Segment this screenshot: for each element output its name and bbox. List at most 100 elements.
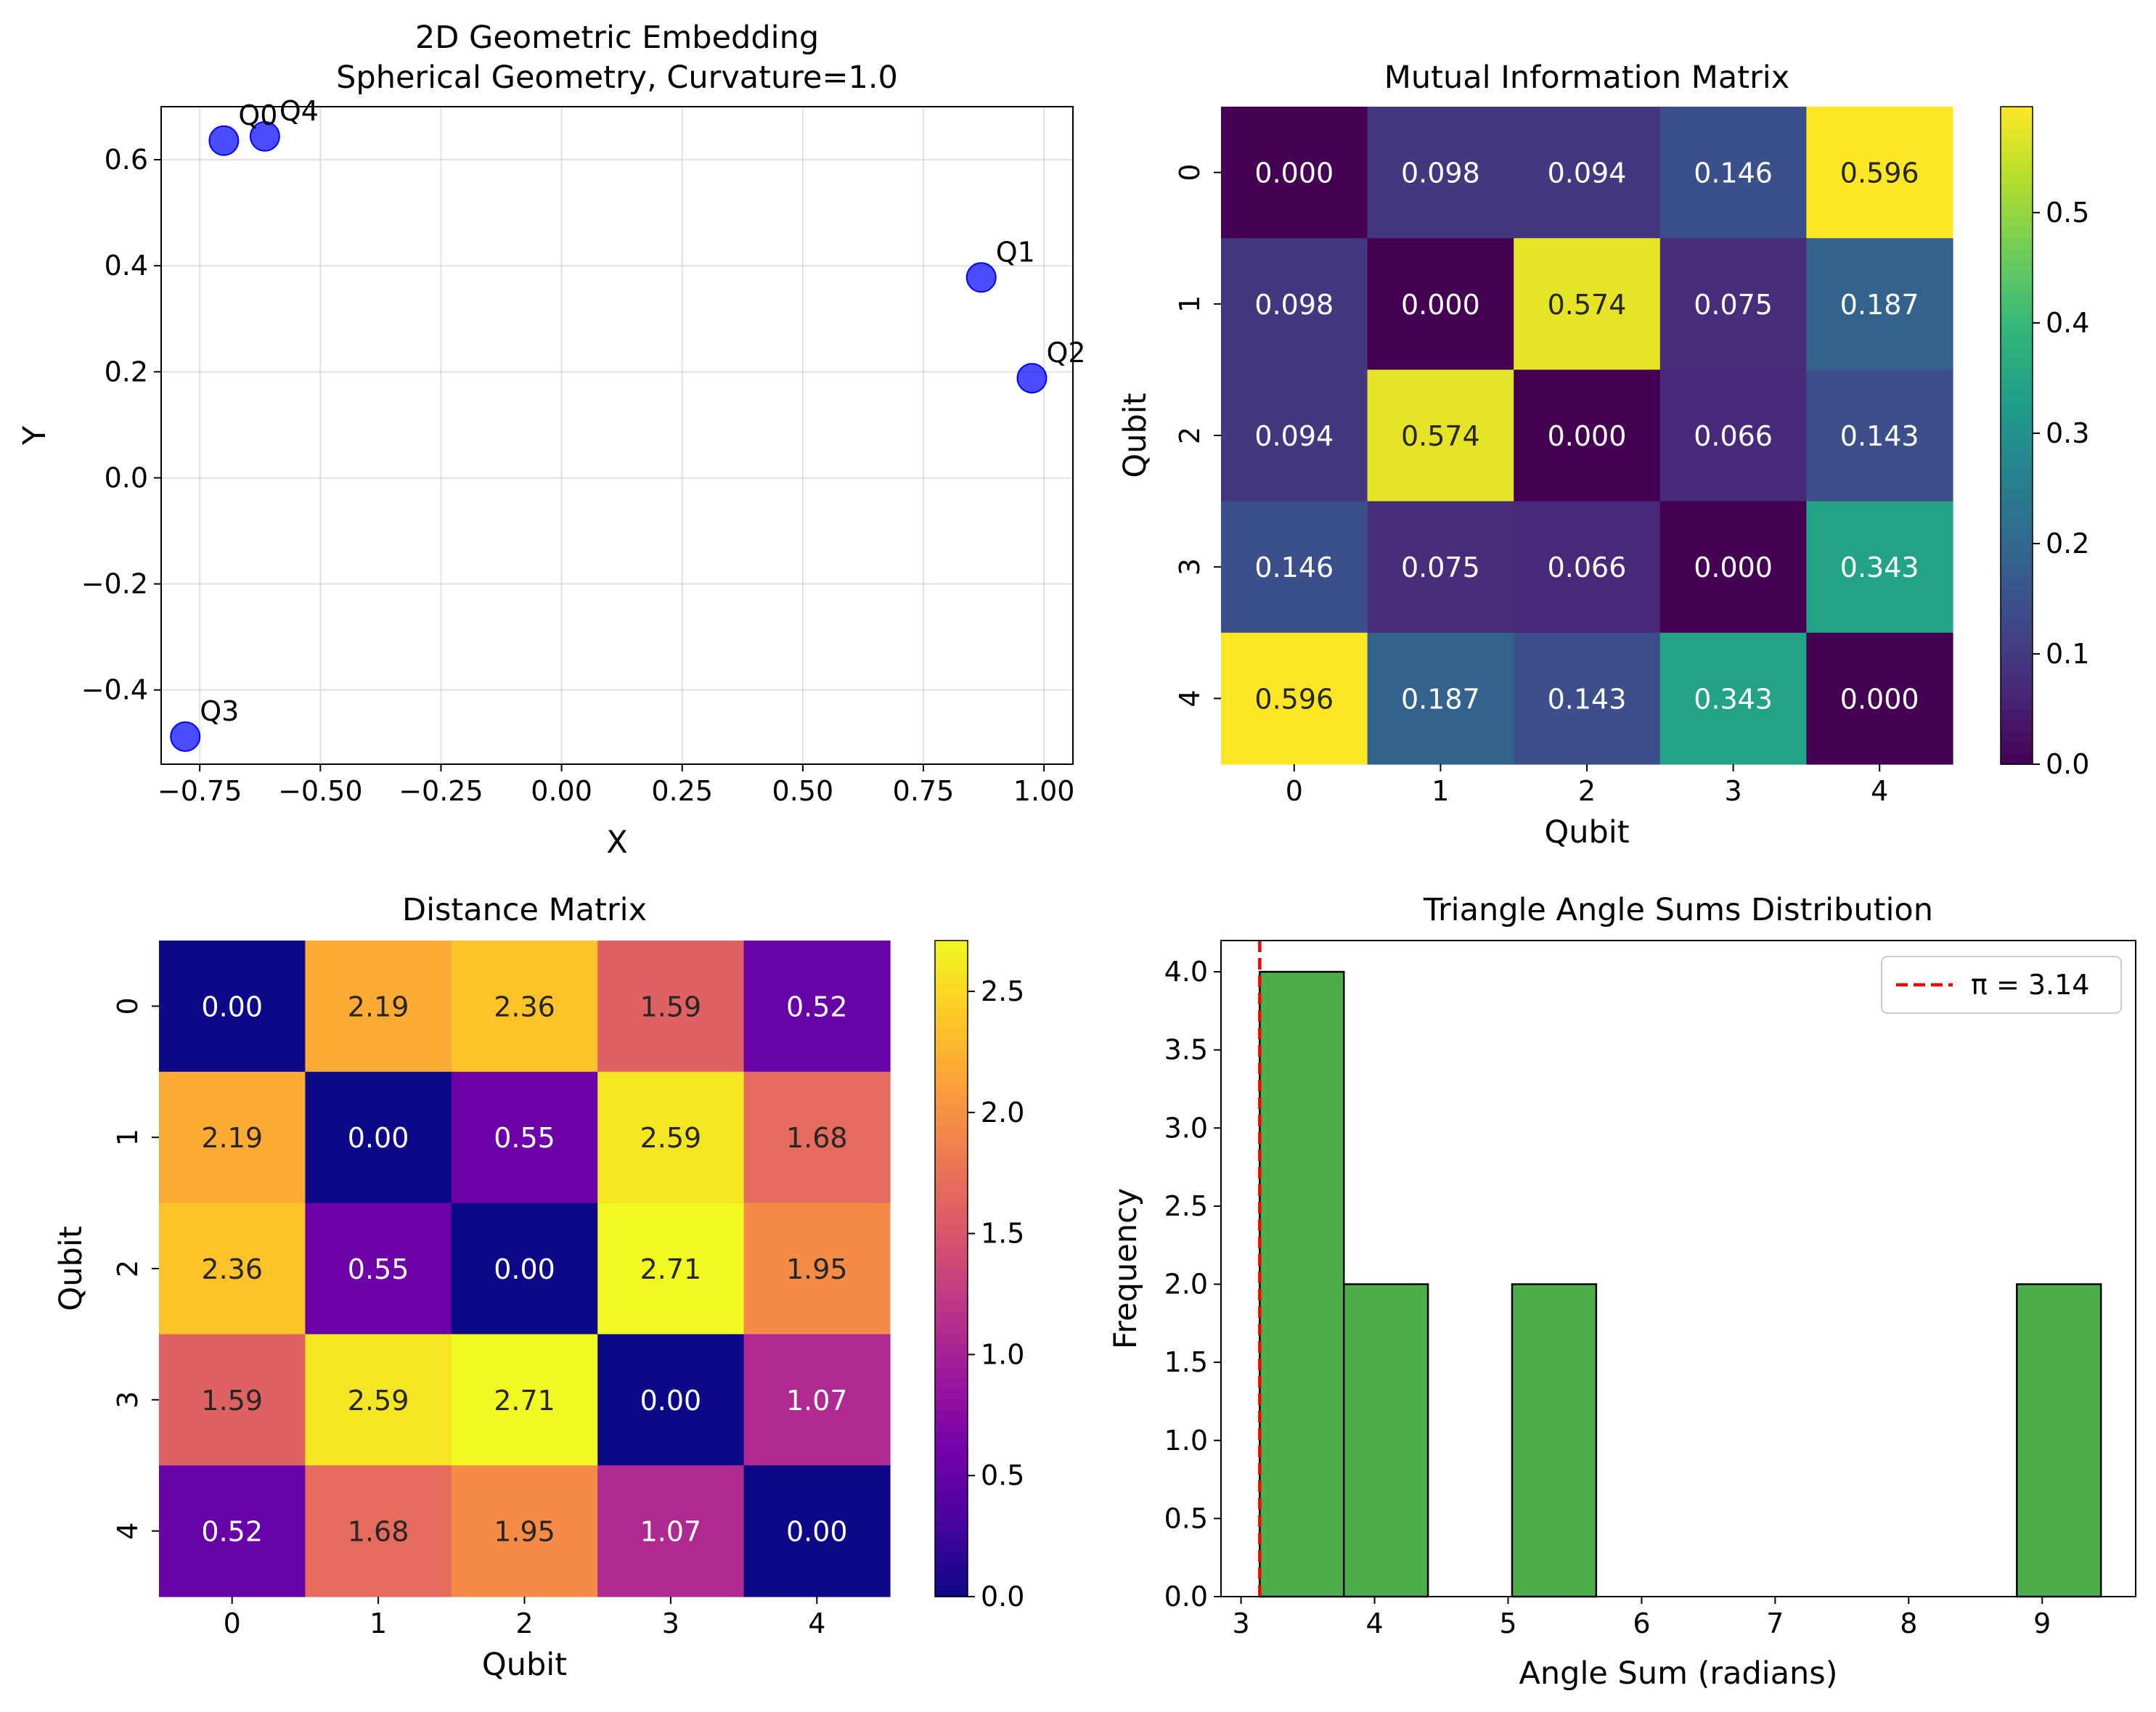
heatmap-cell (1367, 632, 1514, 765)
cell-value-label: 2.71 (494, 1385, 555, 1417)
cell-value-label: 0.146 (1694, 157, 1773, 189)
colorbar-tick-label: 0.1 (2046, 638, 2089, 670)
cell-value-label: 0.075 (1401, 552, 1480, 583)
colorbar-segment (2001, 610, 2033, 623)
x-tick-label: 5 (1499, 1607, 1516, 1639)
colorbar-segment (2001, 260, 2033, 272)
heatmap-cell (1514, 238, 1661, 370)
heatmap-panel (152, 940, 975, 1604)
colorbar-segment (2001, 479, 2033, 491)
colorbar-segment (935, 1487, 968, 1499)
cell-value-label: 0.55 (494, 1122, 555, 1154)
colorbar-segment (2001, 446, 2033, 458)
cell-value-label: 0.000 (1254, 157, 1334, 189)
heatmap-cell (1367, 107, 1514, 239)
colorbar-segment (2001, 632, 2033, 644)
cell-value-label: 2.19 (348, 991, 409, 1023)
colorbar-segment (2001, 271, 2033, 283)
colorbar-segment (2001, 326, 2033, 337)
colorbar-segment (935, 1257, 968, 1269)
y-tick-label: −0.2 (81, 568, 148, 600)
colorbar-segment (935, 1585, 968, 1597)
heatmap-cell (1806, 632, 1953, 765)
y-tick-label: 4 (112, 1523, 144, 1540)
colorbar-tick-label: 0.3 (2046, 417, 2089, 449)
heatmap-cell (451, 1465, 598, 1597)
x-tick-label: 1 (369, 1607, 387, 1639)
colorbar-segment (2001, 282, 2033, 294)
heatmap-cell (451, 1071, 598, 1204)
y-tick-label: 1.0 (1164, 1425, 1208, 1457)
colorbar-segment (935, 1290, 968, 1302)
colorbar-segment (2001, 413, 2033, 425)
colorbar-tick-label: 2.5 (981, 975, 1024, 1007)
x-tick-label: 4 (1365, 1607, 1383, 1639)
colorbar-segment (935, 1269, 968, 1280)
x-tick-label: 3 (662, 1607, 679, 1639)
cell-value-label: 0.596 (1254, 683, 1334, 715)
point-label: Q1 (996, 236, 1035, 268)
cell-value-label: 0.574 (1548, 289, 1627, 321)
colorbar-segment (2001, 457, 2033, 470)
colorbar-segment (935, 1203, 968, 1215)
cell-value-label: 1.07 (786, 1385, 848, 1417)
colorbar-segment (935, 1421, 968, 1433)
colorbar-segment (935, 1312, 968, 1324)
colorbar-segment (2001, 578, 2033, 590)
heatmap-cell (305, 1071, 452, 1204)
heatmap-cell (1806, 107, 1953, 239)
y-tick-label: 3.5 (1164, 1034, 1208, 1066)
scatter-point (208, 125, 240, 156)
cell-value-label: 0.000 (1694, 552, 1773, 583)
cell-value-label: 0.075 (1694, 289, 1773, 321)
point-label: Q0 (238, 99, 277, 131)
colorbar-segment (2001, 292, 2033, 305)
y-tick-label: 0.2 (105, 356, 148, 388)
x-tick-label: 9 (2033, 1607, 2051, 1639)
colorbar-segment (2001, 161, 2033, 173)
colorbar-segment (2001, 172, 2033, 184)
y-tick-label: 3.0 (1164, 1112, 1208, 1144)
y-tick-label: 0.4 (105, 250, 148, 282)
colorbar-segment (935, 1356, 968, 1368)
colorbar-segment (2001, 676, 2033, 689)
y-tick-label: 1 (1174, 295, 1206, 313)
chart-title: Mutual Information Matrix (1384, 60, 1789, 96)
colorbar-tick-label: 0.2 (2046, 528, 2089, 560)
heatmap-cell (1514, 501, 1661, 634)
colorbar-segment (935, 1192, 968, 1204)
x-axis-label: X (606, 824, 627, 861)
colorbar-segment (935, 1235, 968, 1248)
colorbar-segment (2001, 139, 2033, 152)
colorbar-segment (935, 951, 968, 963)
heatmap-cell (597, 1071, 745, 1204)
colorbar-segment (935, 1071, 968, 1084)
cell-value-label: 1.59 (640, 991, 702, 1023)
cell-value-label: 0.094 (1548, 157, 1627, 189)
colorbar-segment (2001, 621, 2033, 634)
cell-value-label: 0.00 (348, 1122, 409, 1154)
cell-value-label: 0.146 (1254, 552, 1334, 583)
colorbar-segment (2001, 238, 2033, 250)
heatmap-cell (743, 1071, 891, 1204)
legend (1881, 956, 2122, 1014)
colorbar-segment (2001, 589, 2033, 601)
y-tick-label: 2.5 (1164, 1190, 1208, 1222)
heatmap-cell (451, 941, 598, 1073)
heatmap-cell (1659, 632, 1807, 765)
y-tick-label: −0.4 (81, 674, 148, 706)
colorbar-segment (935, 1531, 968, 1543)
colorbar-segment (935, 1028, 968, 1040)
x-tick-label: 2 (1578, 775, 1596, 807)
y-tick-label: 0.5 (1164, 1502, 1208, 1534)
colorbar-segment (935, 1126, 968, 1138)
histogram-bar (2016, 1283, 2102, 1598)
colorbar-segment (2001, 348, 2033, 360)
scatter-point (170, 721, 201, 753)
x-tick-label: 0.50 (772, 775, 834, 807)
cell-value-label: 0.143 (1548, 683, 1627, 715)
colorbar-segment (935, 1433, 968, 1444)
y-axis-label: Frequency (1108, 1188, 1144, 1349)
heatmap-cell (1367, 369, 1514, 502)
colorbar-tick-label: 1.5 (981, 1218, 1024, 1250)
